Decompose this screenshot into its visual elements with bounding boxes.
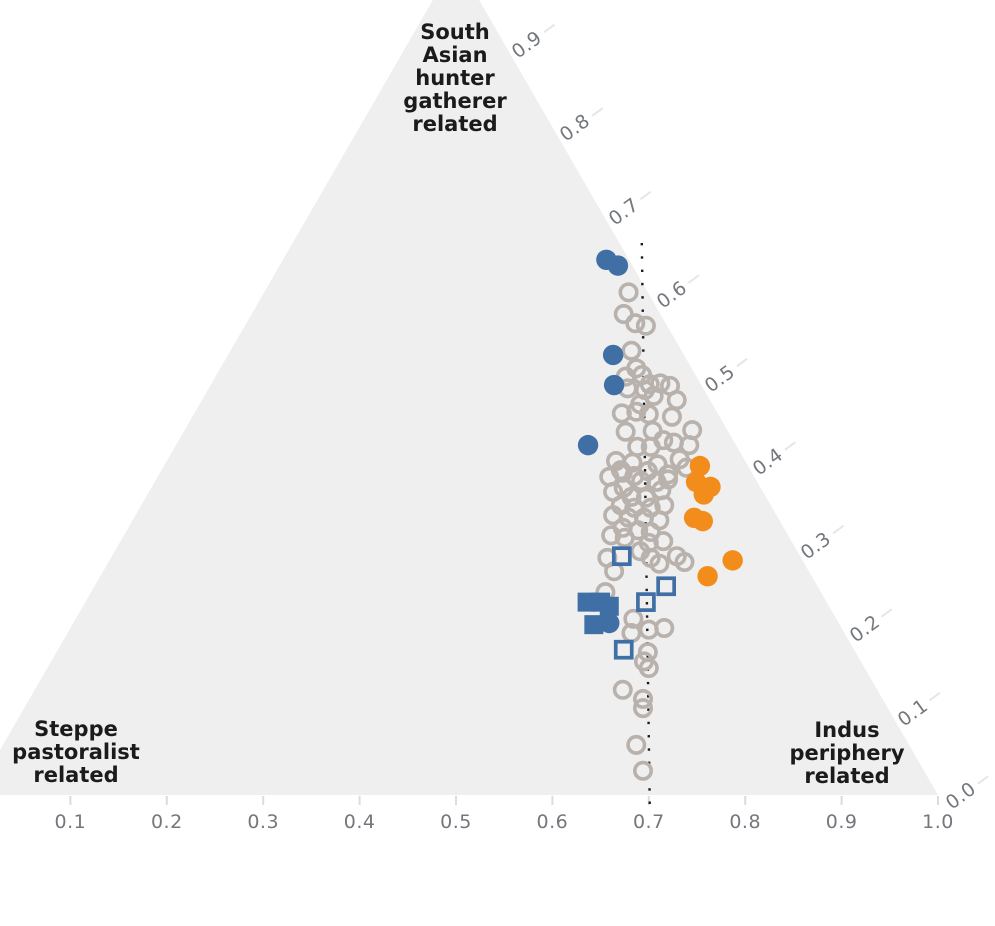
- scatter-point: [656, 576, 677, 597]
- scatter-point: [612, 679, 633, 700]
- scatter-point: [599, 612, 620, 634]
- scatter-point: [621, 340, 642, 361]
- series-layer: [577, 249, 743, 781]
- corner-label-top: South Asian hunter gatherer related: [403, 20, 507, 136]
- right-tick-mark: [591, 107, 604, 117]
- scatter-point: [607, 255, 629, 276]
- right-tick-mark: [784, 441, 796, 451]
- right-tick-marks: [543, 23, 989, 785]
- bottom-axis-tick-label: 0.6: [536, 811, 569, 833]
- scatter-point: [635, 487, 656, 508]
- corner-label-bottom-right: Indus periphery related: [789, 718, 905, 788]
- bottom-axis-tick-label: 0.4: [343, 811, 376, 833]
- scatter-point: [618, 282, 639, 303]
- right-tick-mark: [688, 274, 700, 284]
- scatter-point: [633, 760, 654, 781]
- scatter-point: [661, 406, 682, 427]
- scatter-point: [602, 344, 624, 366]
- scatter-point: [663, 432, 684, 453]
- corner-label-bottom-left: Steppe pastoralist related: [12, 717, 140, 787]
- scatter-point: [633, 698, 654, 719]
- scatter-point: [635, 315, 656, 336]
- scatter-point: [689, 455, 711, 477]
- scatter-point: [649, 553, 670, 574]
- scatter-point: [674, 552, 695, 573]
- scatter-point: [614, 527, 635, 548]
- right-tick-mark: [736, 357, 748, 368]
- right-tick-mark: [832, 524, 845, 535]
- right-tick-mark: [880, 608, 893, 618]
- bottom-axis-tick-label: 0.5: [440, 811, 472, 833]
- series-gray-open-circles: [595, 282, 703, 781]
- triangle-surface: [0, 0, 938, 795]
- bottom-axis-tick-label: 0.2: [150, 811, 183, 833]
- scatter-point: [623, 608, 644, 629]
- scatter-point: [653, 531, 674, 552]
- scatter-point: [625, 313, 646, 334]
- right-tick-mark: [543, 23, 555, 34]
- series-orange-filled-circles: [683, 455, 743, 587]
- scatter-point: [577, 434, 599, 456]
- scatter-point: [601, 525, 622, 546]
- scatter-point: [636, 592, 656, 612]
- bottom-axis-tick-label: 0.8: [729, 811, 762, 833]
- scatter-point: [633, 688, 654, 709]
- scatter-point: [697, 566, 718, 587]
- bottom-axis-tick-label: 0.7: [632, 811, 665, 833]
- reference-line: [640, 242, 651, 809]
- series-blue-open-squares: [611, 546, 677, 660]
- scatter-point: [640, 436, 661, 457]
- series-blue-filled-squares: [577, 592, 619, 635]
- scatter-point: [599, 596, 619, 616]
- scatter-point: [638, 658, 659, 679]
- scatter-point: [722, 550, 743, 571]
- scatter-point: [626, 401, 647, 422]
- bottom-axis-tick-label: 0.9: [825, 811, 858, 833]
- scatter-point: [692, 510, 713, 532]
- scatter-point: [584, 615, 604, 635]
- scatter-point: [693, 484, 714, 505]
- bottom-axis-tick-label: 0.1: [54, 811, 87, 833]
- bottom-axis-tick-label: 1.0: [922, 811, 954, 833]
- bottom-tick-marks: [69, 796, 939, 805]
- scatter-point: [613, 639, 634, 660]
- right-tick-mark: [977, 775, 989, 785]
- bottom-axis-tick-label: 0.3: [247, 811, 280, 833]
- right-tick-mark: [639, 190, 652, 201]
- scatter-point: [611, 546, 632, 567]
- right-tick-mark: [929, 691, 941, 702]
- scatter-point: [654, 617, 675, 638]
- series-blue-filled-circles: [577, 249, 629, 634]
- scatter-point: [615, 421, 636, 442]
- scatter-point: [626, 734, 647, 755]
- scatter-point: [603, 374, 625, 396]
- scatter-point: [640, 521, 661, 542]
